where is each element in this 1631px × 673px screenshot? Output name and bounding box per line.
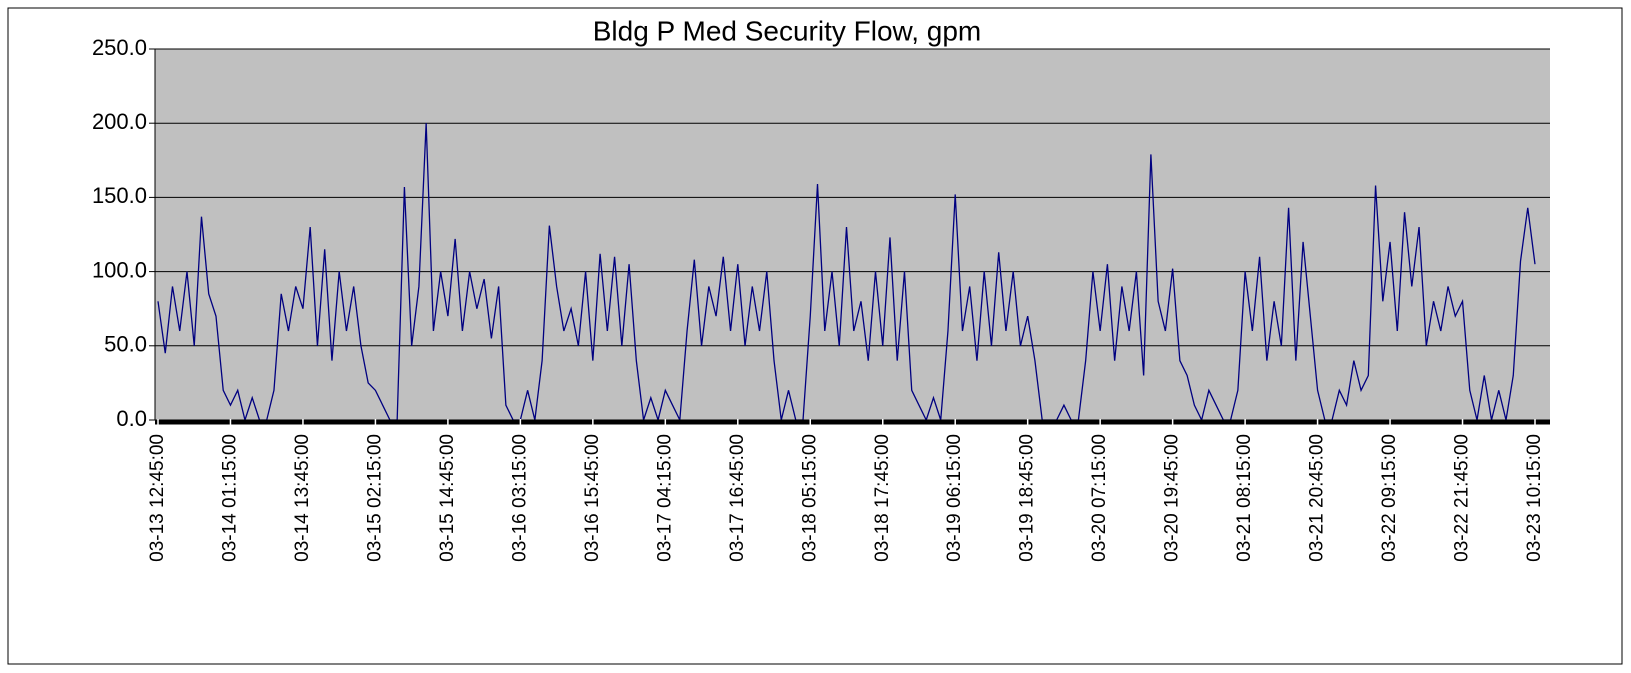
y-tick-label: 0.0 — [116, 406, 147, 431]
x-tick-label: 03-17 04:15:00 — [654, 434, 675, 562]
chart-title: Bldg P Med Security Flow, gpm — [593, 15, 982, 46]
x-tick-label: 03-14 01:15:00 — [219, 434, 240, 562]
data-line — [157, 123, 1536, 423]
x-tick-label: 03-16 15:45:00 — [582, 434, 603, 562]
x-tick-label: 03-14 13:45:00 — [292, 434, 313, 562]
x-tick-label: 03-13 12:45:00 — [147, 434, 168, 562]
x-tick-label: 03-22 09:15:00 — [1379, 434, 1400, 562]
x-tick-label: 03-15 02:15:00 — [364, 434, 385, 562]
x-tick-label: 03-17 16:45:00 — [727, 434, 748, 562]
x-tick-label: 03-21 08:15:00 — [1234, 434, 1255, 562]
x-tick-label: 03-16 03:15:00 — [509, 434, 530, 562]
y-tick-label: 150.0 — [92, 183, 147, 208]
x-tick-label: 03-18 17:45:00 — [872, 434, 893, 562]
x-tick-label: 03-20 19:45:00 — [1162, 434, 1183, 562]
x-tick-label: 03-19 06:15:00 — [944, 434, 965, 562]
plot-area — [155, 49, 1550, 420]
x-tick-label: 03-21 20:45:00 — [1307, 434, 1328, 562]
x-tick-label: 03-18 05:15:00 — [799, 434, 820, 562]
x-tick-label: 03-20 07:15:00 — [1089, 434, 1110, 562]
x-tick-label: 03-22 21:45:00 — [1452, 434, 1473, 562]
x-tick-label: 03-23 10:15:00 — [1524, 434, 1545, 562]
x-tick-label: 03-15 14:45:00 — [437, 434, 458, 562]
y-tick-label: 250.0 — [92, 35, 147, 60]
x-tick-label: 03-19 18:45:00 — [1017, 434, 1038, 562]
y-tick-label: 50.0 — [104, 332, 147, 357]
y-tick-label: 100.0 — [92, 257, 147, 282]
y-tick-label: 200.0 — [92, 109, 147, 134]
